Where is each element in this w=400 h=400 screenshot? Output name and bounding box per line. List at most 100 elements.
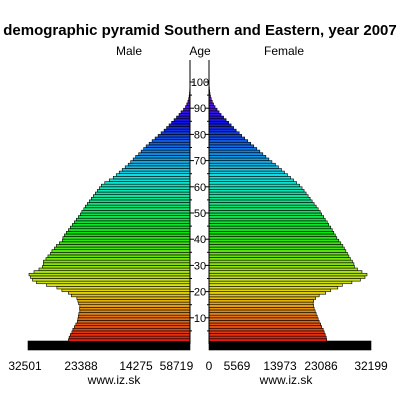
male-bar-age-15 [78, 301, 191, 305]
age-tick-label: 10 [194, 313, 206, 325]
female-bar-age-18 [208, 293, 320, 298]
female-bar-age-78 [208, 136, 246, 140]
female-bar-age-21 [208, 286, 339, 290]
male-bar-age-81 [163, 128, 191, 133]
female-bar-age-58 [208, 189, 305, 193]
female-bar-age-53 [208, 202, 315, 206]
male-bar-age-58 [96, 189, 191, 193]
female-axis-tick-label: 23086 [304, 359, 338, 373]
male-bar-age-10 [78, 314, 191, 319]
female-bar-age-82 [208, 126, 234, 130]
age-tick-label: 60 [194, 182, 206, 194]
age-tick-label: 100 [191, 77, 209, 89]
male-bar-age-64 [115, 173, 191, 177]
male-bar-age-52 [85, 204, 191, 209]
age-tick-label: 50 [194, 208, 206, 220]
female-bar-age-20 [208, 288, 332, 292]
male-bar-age-57 [95, 191, 191, 195]
female-bar-age-25 [208, 275, 366, 279]
female-bar-age-11 [208, 312, 317, 316]
male-bar-age-51 [83, 207, 191, 211]
male-bar-age-77 [151, 139, 191, 143]
male-bar-age-88 [180, 110, 191, 114]
female-bar-age-30 [208, 262, 355, 266]
male-bar-age-13 [79, 307, 191, 311]
female-bar-age-35 [208, 249, 347, 253]
male-bar-age-18 [71, 293, 191, 298]
female-bar-age-51 [208, 207, 319, 211]
female-axis-ticks: 0 5569 13973 23086 32199 [206, 359, 388, 373]
age-tick-label: 40 [194, 234, 206, 246]
male-bar-age-50 [81, 210, 191, 214]
male-bar-age-87 [178, 113, 191, 117]
male-bar-age-63 [112, 176, 191, 180]
male-bar-age-23 [36, 280, 191, 285]
female-bar-age-65 [208, 170, 285, 175]
male-bar-age-21 [56, 286, 191, 290]
female-bar-age-24 [208, 278, 361, 282]
male-bar-age-70 [132, 157, 191, 161]
male-bar-age-7 [75, 322, 191, 326]
female-bar-age-9 [208, 317, 319, 321]
male-bar-age-47 [76, 217, 191, 222]
male-bar-age-31 [43, 259, 191, 264]
female-bar-age-56 [208, 194, 309, 198]
female-bar-age-15 [208, 301, 314, 305]
female-bar-age-68 [208, 162, 276, 167]
female-bar-age-74 [208, 147, 258, 151]
male-bar-age-12 [79, 309, 191, 313]
male-bar-age-24 [32, 278, 191, 282]
male-bar-age-26 [28, 272, 191, 277]
male-bar-age-71 [135, 155, 191, 159]
male-bar-age-9 [77, 317, 191, 321]
age-tick-label: 30 [194, 260, 206, 272]
male-bar-age-68 [127, 162, 191, 167]
female-bar-age-75 [208, 144, 255, 148]
age-tick-label: 80 [194, 129, 206, 141]
male-bar-age-1 [68, 338, 191, 342]
male-bar-age-17 [76, 296, 191, 300]
female-bar-age-2 [208, 335, 327, 340]
female-bar-age-77 [208, 139, 249, 143]
male-bar-age-66 [121, 168, 191, 172]
female-bar-age-12 [208, 309, 316, 313]
male-bar-age-25 [30, 275, 191, 279]
male-bar-age-16 [77, 299, 191, 303]
male-bar-age-79 [157, 134, 191, 138]
female-bar-age-60 [208, 183, 300, 188]
female-bar-age-88 [208, 110, 220, 114]
female-bars [208, 79, 372, 351]
female-bar-age-84 [208, 121, 229, 125]
female-bar-age-66 [208, 168, 282, 172]
male-bar-age-5 [72, 327, 191, 332]
female-bar-age-59 [208, 186, 303, 190]
female-bar-age-63 [208, 176, 291, 180]
female-bar-age-91 [208, 102, 214, 106]
female-bar-age-87 [208, 113, 222, 117]
male-axis-tick-label: 9 [187, 359, 194, 373]
age-tick-label: 70 [194, 156, 206, 168]
female-bar-age-41 [208, 233, 336, 237]
female-bar-age-83 [208, 123, 232, 127]
female-bar-age-90 [208, 105, 216, 109]
female-bar-age-17 [208, 296, 316, 300]
female-bar-age-31 [208, 259, 353, 264]
male-bar-age-40 [62, 236, 191, 240]
female-bar-age-61 [208, 181, 297, 185]
female-bar-age-40 [208, 236, 338, 240]
female-bar-age-55 [208, 196, 311, 201]
male-bar-age-20 [61, 288, 191, 292]
female-bar-age-86 [208, 115, 224, 119]
female-bar-age-32 [208, 257, 351, 261]
female-bar-age-70 [208, 157, 270, 161]
female-bar-age-45 [208, 223, 330, 227]
male-bar-age-37 [56, 244, 191, 248]
female-axis-tick-label: 5569 [224, 359, 251, 373]
female-bar-age-0 [208, 340, 372, 351]
male-axis-tick-label: 32501 [8, 359, 42, 373]
female-bar-age-47 [208, 217, 326, 222]
male-bar-age-82 [166, 126, 191, 130]
male-bar-age-6 [74, 325, 191, 329]
female-bar-age-71 [208, 155, 267, 159]
male-axis-tick-label: 5871 [160, 359, 187, 373]
